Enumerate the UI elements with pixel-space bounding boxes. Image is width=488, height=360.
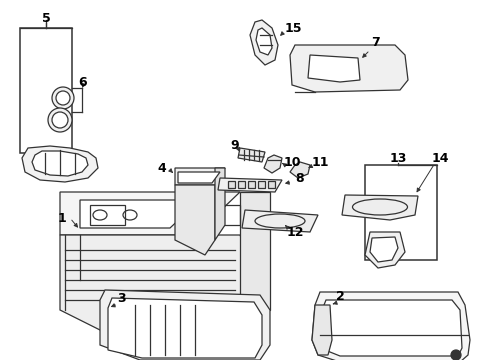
Polygon shape bbox=[311, 292, 469, 360]
Polygon shape bbox=[32, 151, 88, 176]
Bar bbox=[90, 205, 125, 225]
Polygon shape bbox=[242, 210, 317, 232]
Polygon shape bbox=[307, 55, 359, 82]
Polygon shape bbox=[100, 290, 269, 360]
Polygon shape bbox=[249, 20, 278, 65]
Bar bbox=[227, 181, 235, 188]
Text: 3: 3 bbox=[118, 292, 126, 305]
Polygon shape bbox=[175, 168, 224, 185]
Bar bbox=[267, 181, 274, 188]
Circle shape bbox=[56, 91, 70, 105]
Polygon shape bbox=[289, 45, 407, 92]
Polygon shape bbox=[175, 185, 215, 255]
Polygon shape bbox=[319, 300, 461, 356]
Polygon shape bbox=[60, 235, 269, 330]
Polygon shape bbox=[80, 200, 200, 228]
Circle shape bbox=[52, 87, 74, 109]
Polygon shape bbox=[218, 178, 282, 192]
Bar bbox=[20, 28, 72, 153]
Polygon shape bbox=[240, 192, 269, 310]
Text: 6: 6 bbox=[79, 76, 87, 89]
Circle shape bbox=[48, 108, 72, 132]
Text: 10: 10 bbox=[283, 156, 300, 168]
Text: 11: 11 bbox=[311, 156, 328, 168]
Bar bbox=[247, 181, 254, 188]
Circle shape bbox=[450, 350, 460, 360]
Text: 15: 15 bbox=[284, 22, 301, 35]
Circle shape bbox=[52, 112, 68, 128]
Text: 2: 2 bbox=[335, 291, 344, 303]
Text: 9: 9 bbox=[230, 139, 239, 152]
Polygon shape bbox=[108, 298, 262, 358]
Bar bbox=[238, 181, 244, 188]
Text: 8: 8 bbox=[295, 171, 304, 185]
Text: 13: 13 bbox=[388, 152, 406, 165]
Bar bbox=[364, 165, 436, 260]
Polygon shape bbox=[178, 172, 220, 183]
Text: 14: 14 bbox=[430, 152, 448, 165]
Polygon shape bbox=[341, 195, 417, 220]
Polygon shape bbox=[264, 155, 282, 173]
Polygon shape bbox=[22, 146, 98, 182]
Text: 5: 5 bbox=[41, 12, 50, 24]
Polygon shape bbox=[289, 162, 309, 178]
Polygon shape bbox=[369, 237, 397, 262]
Polygon shape bbox=[238, 148, 264, 162]
Polygon shape bbox=[364, 232, 404, 268]
Bar bbox=[220, 205, 240, 225]
Text: 12: 12 bbox=[285, 225, 303, 239]
Text: 7: 7 bbox=[370, 36, 379, 49]
Text: 4: 4 bbox=[157, 162, 166, 175]
Polygon shape bbox=[256, 28, 271, 55]
Polygon shape bbox=[311, 305, 331, 355]
Polygon shape bbox=[215, 168, 224, 240]
Bar bbox=[258, 181, 264, 188]
Text: 1: 1 bbox=[58, 212, 66, 225]
Polygon shape bbox=[60, 192, 240, 235]
